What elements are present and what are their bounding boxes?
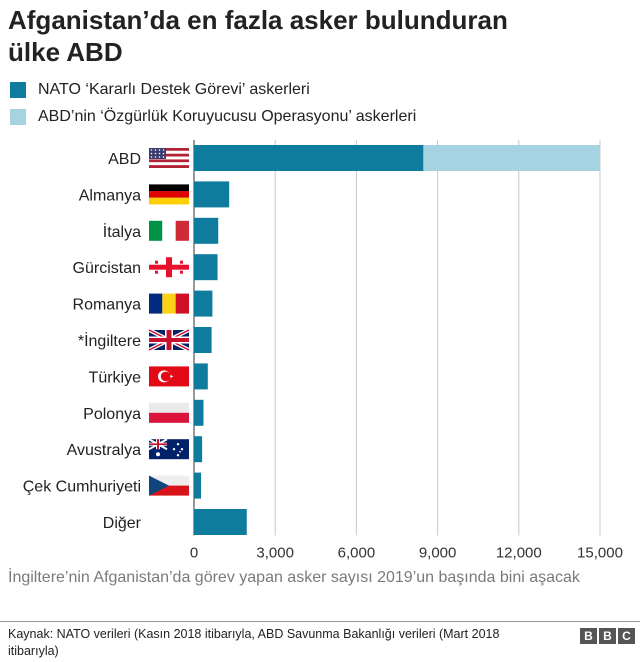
turkey-flag [149,366,189,387]
bar-segment [194,217,219,244]
legend-label-abd: ABD’nin ‘Özgürlük Koruyucusu Operasyonu’… [38,108,417,125]
legend-item-abd: ABD’nin ‘Özgürlük Koruyucusu Operasyonu’… [10,106,416,128]
georgia-flag [149,257,189,278]
bar-segment [194,472,202,499]
italy-flag [149,220,189,241]
germany-flag [149,184,189,205]
chart-title: Afganistan’da en fazla asker bulunduran … [8,4,628,68]
bar-segment [194,290,213,317]
chart-note: İngiltere’nin Afganistan’da görev yapan … [8,569,580,586]
czech-flag [149,475,189,496]
title-line-2: ülke ABD [8,37,123,67]
bar-segment [194,327,212,353]
source-text: Kaynak: NATO verileri (Kasın 2018 itibar… [8,627,500,658]
category-label: Gürcistan [73,260,141,277]
category-label: Almanya [79,187,141,204]
category-label: İtalya [103,222,141,241]
bar-segment [194,145,424,171]
category-label: Türkiye [89,369,142,386]
bar-chart: 0 3,000 6,000 9,000 12,000 15,000 ABD Almanya İt… [23,140,623,561]
bar-segment [194,363,208,390]
bar-segment [194,399,204,426]
australia-flag [148,438,189,460]
category-label: Çek Cumhuriyeti [23,479,141,496]
bbc-logo-letter: C [618,628,635,644]
bbc-logo-letter: B [599,628,616,644]
poland-flag [149,402,189,423]
bbc-logo-letter: B [580,628,597,644]
bar-segment [194,436,203,463]
x-tick-label: 12,000 [496,544,542,561]
category-label: *İngiltere [78,331,141,350]
legend-swatch-nato [10,82,26,98]
uk-flag [148,328,190,352]
category-label: ABD [108,151,141,168]
footer-divider [0,621,640,622]
category-label: Romanya [73,297,142,314]
x-tick-label: 0 [190,544,198,561]
x-tick-label: 9,000 [419,544,457,561]
bbc-logo: B B C [580,628,635,644]
us-flag [149,148,189,168]
category-label: Avustralya [67,442,142,459]
x-tick-label: 15,000 [577,544,623,561]
x-tick-label: 3,000 [256,544,294,561]
bar-segment [194,254,218,281]
category-label: Polonya [83,406,141,423]
x-tick-label: 6,000 [338,544,376,561]
bar-segment [423,145,600,171]
bar-segment [194,181,230,208]
legend-swatch-abd [10,109,26,125]
bar-segment [194,509,247,535]
category-label: Diğer [103,515,142,532]
legend-label-nato: NATO ‘Kararlı Destek Görevi’ askerleri [38,81,310,98]
legend-item-nato: NATO ‘Kararlı Destek Görevi’ askerleri [10,79,310,101]
title-line-1: Afganistan’da en fazla asker bulunduran [8,5,508,35]
romania-flag [149,293,189,314]
